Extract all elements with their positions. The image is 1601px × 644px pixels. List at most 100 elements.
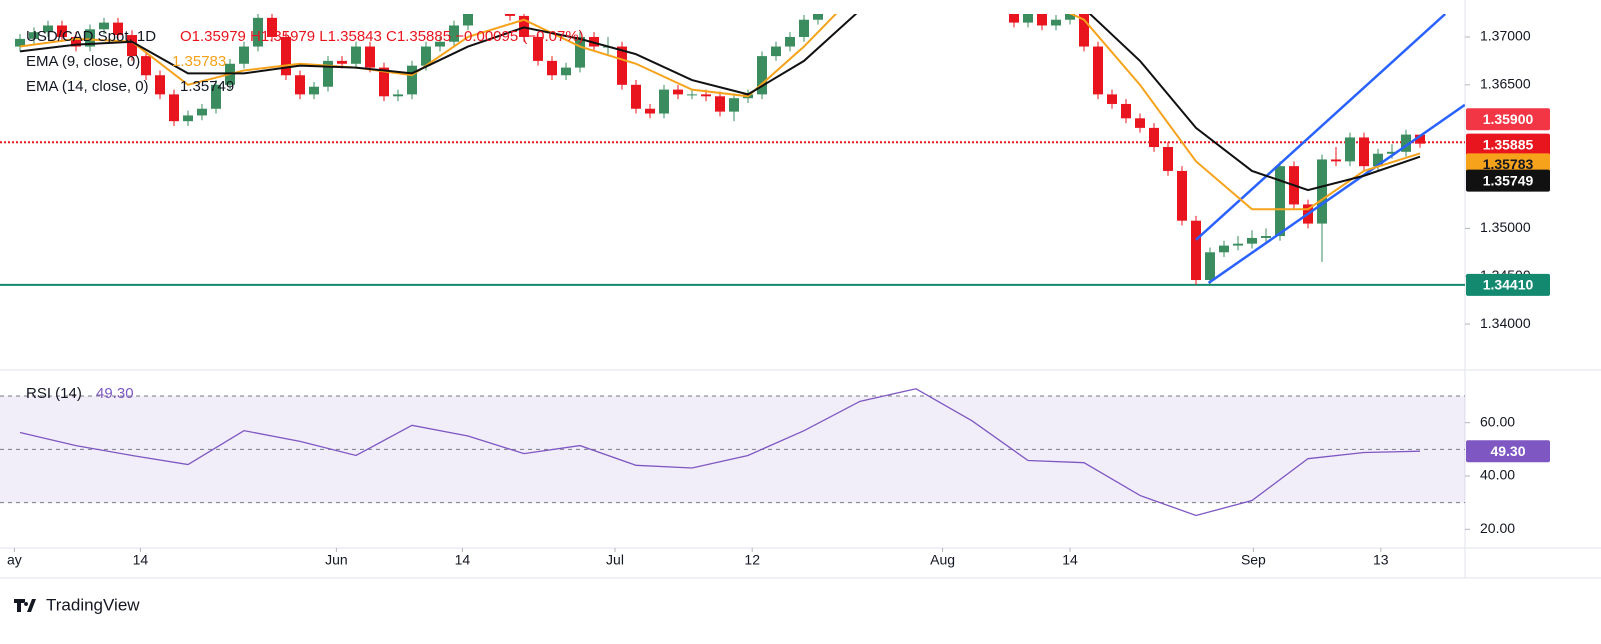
ema-line [19,14,1421,211]
last-price-tag-text: 1.35885 [1483,136,1534,152]
candle-body [1345,137,1355,162]
candle [1107,89,1117,109]
candle [295,70,305,100]
rsi-tag-bg [1466,440,1550,463]
candle [659,84,669,119]
candle-body [715,96,725,112]
candle [715,91,725,117]
candle [1401,129,1411,157]
trend-line [1207,103,1465,284]
candle [281,32,291,81]
candle [183,110,193,126]
candle-body [1387,151,1397,154]
candle [393,89,403,102]
trend-line [1195,14,1447,241]
candle [71,32,81,52]
x-tick-label: Sep [1241,552,1266,568]
candle [99,17,109,35]
candle [1009,14,1019,28]
candle-body [1149,127,1159,148]
candle [85,24,95,52]
last-price-tag: 1.35885 [1466,133,1550,156]
candle [57,20,67,42]
candle [1037,14,1047,31]
rsi-legend-value: 49.30 [96,385,134,402]
y-tick-label: 1.34000 [1480,315,1531,331]
candle [141,51,151,81]
candle-body [631,84,641,109]
rsi-legend: RSI (14) [26,385,82,402]
candle-body [99,22,109,30]
candle [365,41,375,73]
candle-body [1401,134,1411,152]
y-tick-label: 1.36500 [1480,76,1531,92]
candle-body [421,46,431,66]
candle [239,41,249,69]
candle [211,80,221,114]
candle [1149,123,1159,152]
candle-body [1275,166,1285,237]
rsi-pane [0,388,1465,517]
level-tag-text: 1.35900 [1483,111,1534,127]
candle-body [617,46,627,85]
candle-body [267,17,277,37]
candle [1093,41,1103,100]
x-tick-label: Jul [606,552,624,568]
candle-body [449,25,459,42]
x-tick-label: 13 [1373,552,1389,568]
candle [1177,166,1187,226]
candle [1275,161,1285,241]
candle [379,62,389,102]
candle-body [1219,245,1229,253]
candle-body [1415,134,1425,144]
candle [1261,228,1271,243]
candle [435,36,445,52]
candle [1247,230,1257,249]
candle-body [547,60,557,76]
candle-body [477,0,487,8]
candle-body [197,108,207,116]
candle [645,103,655,119]
candle-body [687,94,697,96]
x-tick-label: 12 [744,552,760,568]
candle [1233,236,1243,251]
candle-body [673,89,683,95]
candle-body [561,67,571,76]
candle-body [57,25,67,37]
candle [631,80,641,114]
candle-body [799,19,809,37]
candle-body [351,46,361,64]
candle-body [1107,94,1117,104]
y-tick-label: 1.35000 [1480,219,1531,235]
candle-body [253,17,263,47]
candle [267,14,277,42]
candle [463,14,473,31]
candle-body [71,36,81,47]
candle [547,56,557,81]
candle-body [337,60,347,64]
candle [729,93,739,122]
candle-body [15,38,25,47]
rsi-tag: 49.30 [1466,440,1550,463]
ohlc: O1.35979 H1.35979 L1.35843 C1.35885 −0.0… [180,28,584,45]
overlay: 1.340001.345001.350001.365001.37000ay14J… [7,28,1550,568]
candle [155,70,165,100]
candle [1121,99,1131,124]
candle-body [1065,14,1075,20]
candle [533,32,543,66]
candle [1135,113,1145,133]
candle [813,14,823,25]
candle [1065,14,1075,25]
candle [113,17,123,40]
rsi-y-tick-label: 40.00 [1480,467,1515,483]
candle [15,34,25,52]
candle-body [505,14,515,16]
level-tag-bg [1466,108,1550,131]
candle-body [43,25,53,33]
candle [351,41,361,69]
candle-body [491,0,501,3]
candle [127,30,137,61]
candle-body [407,65,417,95]
